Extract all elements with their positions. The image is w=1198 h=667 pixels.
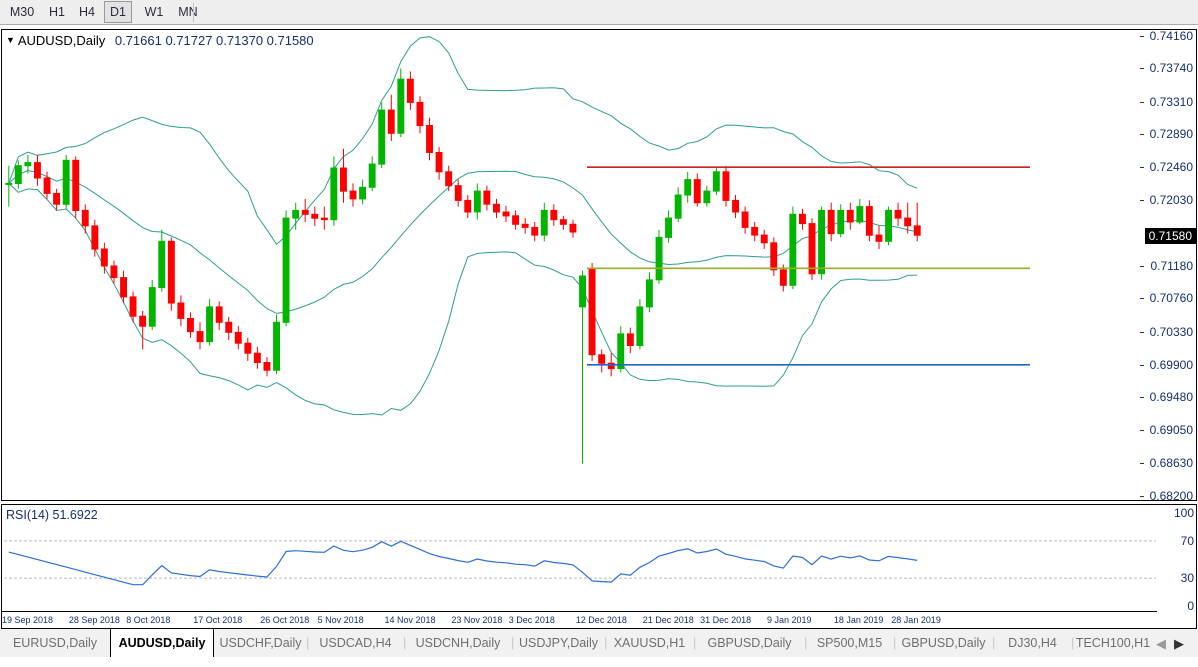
svg-text:◀: ◀	[1156, 636, 1166, 651]
svg-text:▶: ▶	[1174, 636, 1184, 651]
